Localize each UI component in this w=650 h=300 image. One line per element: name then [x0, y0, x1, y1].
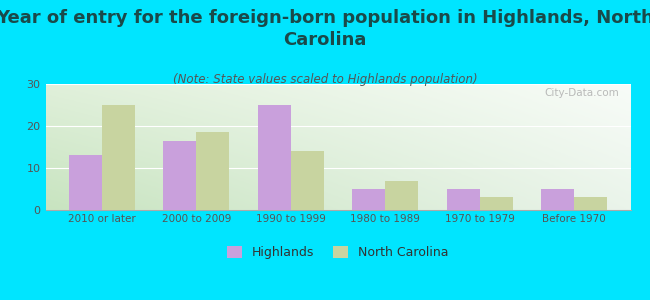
- Text: City-Data.com: City-Data.com: [544, 88, 619, 98]
- Bar: [480, 197, 513, 210]
- Bar: [385, 181, 418, 210]
- Bar: [163, 141, 196, 210]
- Bar: [69, 155, 102, 210]
- Bar: [291, 151, 324, 210]
- Bar: [447, 189, 480, 210]
- Bar: [541, 189, 574, 210]
- Bar: [196, 132, 229, 210]
- Bar: [102, 105, 135, 210]
- Text: (Note: State values scaled to Highlands population): (Note: State values scaled to Highlands …: [173, 74, 477, 86]
- Bar: [574, 197, 607, 210]
- Legend: Highlands, North Carolina: Highlands, North Carolina: [222, 241, 454, 264]
- Bar: [352, 189, 385, 210]
- Text: Year of entry for the foreign-born population in Highlands, North
Carolina: Year of entry for the foreign-born popul…: [0, 9, 650, 49]
- Bar: [258, 105, 291, 210]
